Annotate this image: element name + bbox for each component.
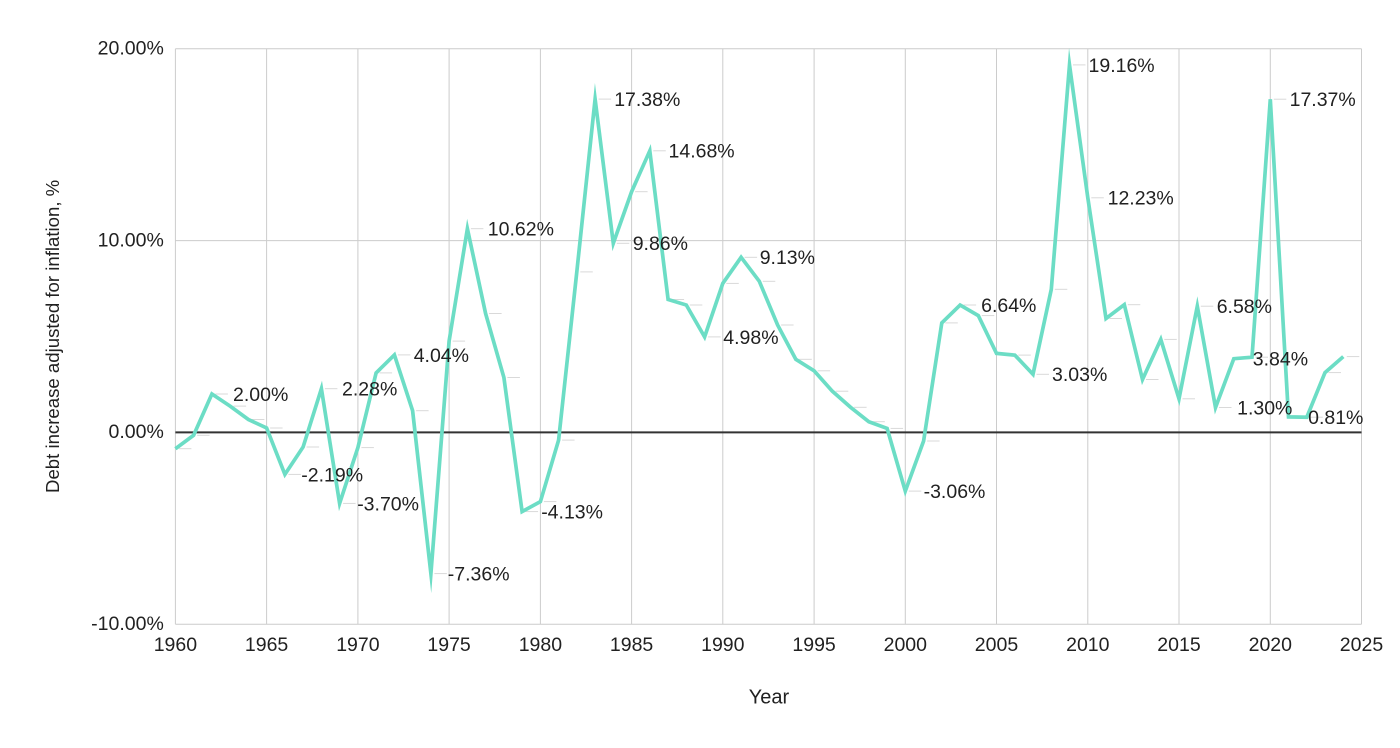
svg-text:-3.70%: -3.70% xyxy=(357,493,419,515)
svg-text:10.62%: 10.62% xyxy=(488,219,554,241)
svg-text:19.16%: 19.16% xyxy=(1089,55,1155,77)
svg-text:4.04%: 4.04% xyxy=(414,345,469,367)
svg-text:1980: 1980 xyxy=(519,634,563,656)
svg-text:20.00%: 20.00% xyxy=(98,38,164,60)
svg-text:6.58%: 6.58% xyxy=(1217,296,1272,318)
svg-text:4.98%: 4.98% xyxy=(723,327,778,349)
svg-text:2.00%: 2.00% xyxy=(233,384,288,406)
svg-text:2000: 2000 xyxy=(884,634,928,656)
svg-text:2005: 2005 xyxy=(975,634,1019,656)
svg-text:0.00%: 0.00% xyxy=(109,421,164,443)
svg-text:12.23%: 12.23% xyxy=(1108,188,1174,210)
svg-text:1985: 1985 xyxy=(610,634,654,656)
svg-text:1960: 1960 xyxy=(154,634,198,656)
svg-text:1995: 1995 xyxy=(792,634,836,656)
svg-text:10.00%: 10.00% xyxy=(98,229,164,251)
svg-text:9.13%: 9.13% xyxy=(760,247,815,269)
svg-text:2.28%: 2.28% xyxy=(342,379,397,401)
svg-text:1990: 1990 xyxy=(701,634,745,656)
svg-text:3.84%: 3.84% xyxy=(1253,349,1308,371)
svg-text:0.81%: 0.81% xyxy=(1308,407,1363,429)
svg-text:17.37%: 17.37% xyxy=(1290,89,1356,111)
svg-text:2025: 2025 xyxy=(1340,634,1384,656)
svg-text:-4.13%: -4.13% xyxy=(541,502,603,524)
svg-text:1975: 1975 xyxy=(427,634,471,656)
svg-text:Debt increase adjusted for inf: Debt increase adjusted for inflation, % xyxy=(42,180,63,493)
svg-text:6.64%: 6.64% xyxy=(981,295,1036,317)
svg-text:-10.00%: -10.00% xyxy=(91,613,164,635)
svg-text:-3.06%: -3.06% xyxy=(924,481,986,503)
svg-text:2020: 2020 xyxy=(1249,634,1293,656)
svg-text:3.03%: 3.03% xyxy=(1052,364,1107,386)
svg-text:1970: 1970 xyxy=(336,634,380,656)
svg-text:-2.19%: -2.19% xyxy=(301,464,363,486)
svg-text:2010: 2010 xyxy=(1066,634,1110,656)
svg-text:-7.36%: -7.36% xyxy=(448,564,510,586)
svg-text:2015: 2015 xyxy=(1157,634,1201,656)
svg-text:1.30%: 1.30% xyxy=(1237,397,1292,419)
svg-text:Year: Year xyxy=(749,687,790,709)
svg-text:14.68%: 14.68% xyxy=(669,141,735,163)
svg-text:9.86%: 9.86% xyxy=(633,233,688,255)
svg-text:17.38%: 17.38% xyxy=(614,89,680,111)
svg-text:1965: 1965 xyxy=(245,634,289,656)
